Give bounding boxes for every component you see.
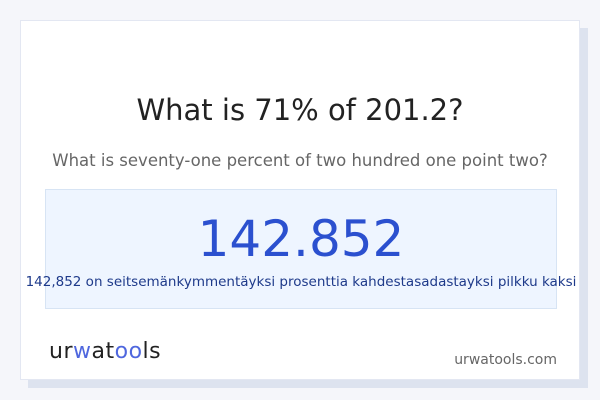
answer-value: 142.852 [197, 210, 405, 268]
answer-words: 142,852 on seitsemänkymmentäyksi prosent… [25, 274, 577, 290]
site-link[interactable]: urwatools.com [454, 352, 557, 368]
urwatools-logo: urwatools [49, 339, 161, 364]
logo-part: oo [114, 339, 143, 364]
logo-part: ls [142, 339, 162, 364]
answer-box: 142.852 142,852 on seitsemänkymmentäyksi… [26, 189, 576, 309]
logo-part: at [91, 339, 115, 364]
page-title: What is 71% of 201.2? [136, 93, 464, 127]
logo-part: ur [49, 339, 73, 364]
logo-part: w [73, 339, 92, 364]
page-subtitle: What is seventy-one percent of two hundr… [52, 151, 548, 170]
result-card: What is 71% of 201.2? What is seventy-on… [20, 20, 580, 380]
